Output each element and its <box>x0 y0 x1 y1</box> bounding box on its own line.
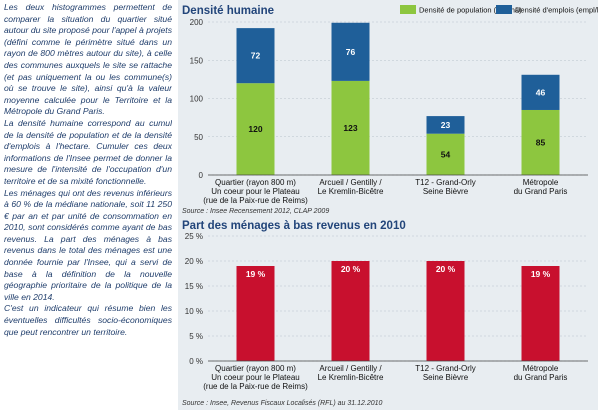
chart1-label-population-2: 123 <box>343 123 357 133</box>
chart2-bar-2 <box>331 261 370 361</box>
chart2-category-label: Quartier (rayon 800 m) <box>215 364 296 373</box>
chart2-y-tick: 20 % <box>185 257 203 266</box>
chart1-y-tick: 150 <box>190 56 204 65</box>
chart1-category-label: T12 - Grand-Orly <box>415 178 475 187</box>
chart2-category-label: Métropole <box>523 364 559 373</box>
chart1-title: Densité humaine <box>182 5 274 17</box>
chart1-category-label: du Grand Paris <box>514 187 568 196</box>
paragraph-intro: Les deux histogrammes permettent de comp… <box>4 2 172 117</box>
chart2-y-tick: 25 % <box>185 232 203 241</box>
chart1-bar-population-1 <box>236 83 275 175</box>
chart1-category-label: Métropole <box>523 178 559 187</box>
chart1-y-tick: 200 <box>190 18 204 27</box>
chart1-bar-population-4 <box>521 109 560 175</box>
chart1-category-label: Arcueil / Gentilly / <box>319 178 382 187</box>
chart2-value-label-3: 20 % <box>436 264 456 274</box>
chart1-source: Source : Insee Recensement 2012, CLAP 20… <box>182 208 329 215</box>
chart1-bar-emplois-4 <box>521 74 560 110</box>
chart1-label-emplois-1: 72 <box>251 51 261 61</box>
chart1-y-tick: 100 <box>190 95 204 104</box>
chart1-y-tick: 0 <box>199 171 204 180</box>
chart1-label-population-3: 54 <box>441 149 451 159</box>
chart2-bar-3 <box>426 261 465 361</box>
legend-label-1: Densité de population (hab/ha) <box>419 6 522 15</box>
chart2-category-label: Seine Bièvre <box>423 373 469 382</box>
chart1-bar-population-2 <box>331 80 370 175</box>
chart2-value-label-1: 19 % <box>246 269 266 279</box>
chart1-category-label: Le Kremlin-Bicêtre <box>318 187 384 196</box>
chart2-category-label: (rue de la Paix-rue de Reims) <box>203 382 308 391</box>
chart1-category-label: (rue de la Paix-rue de Reims) <box>203 196 308 205</box>
chart1-bar-emplois-3 <box>426 116 465 134</box>
chart1-label-emplois-3: 23 <box>441 120 451 130</box>
chart1-bar-population-3 <box>426 133 465 175</box>
chart1-label-population-4: 85 <box>536 137 546 147</box>
chart1-category-label: Quartier (rayon 800 m) <box>215 178 296 187</box>
paragraph-menages: Les ménages qui ont des revenus inférieu… <box>4 187 172 302</box>
chart2-category-label: Un coeur pour le Plateau <box>211 373 300 382</box>
legend-swatch-2 <box>496 5 512 14</box>
paragraph-densite: La densité humaine correspond au cumul d… <box>4 117 172 186</box>
legend-label-2: Densité d'emplois (empl/ha) <box>515 6 598 15</box>
chart1-label-emplois-2: 76 <box>346 47 356 57</box>
charts-panel: Densité humaine Densité de population (ha… <box>178 0 598 410</box>
chart2-y-tick: 10 % <box>185 307 203 316</box>
legend-swatch-1 <box>400 5 416 14</box>
chart2-y-tick: 15 % <box>185 282 203 291</box>
explanatory-text: Les deux histogrammes permettent de comp… <box>4 2 172 408</box>
chart2-bar-4 <box>521 266 560 361</box>
chart1-category-label: Seine Bièvre <box>423 187 469 196</box>
chart2-category-label: T12 - Grand-Orly <box>415 364 475 373</box>
chart1-y-tick: 50 <box>194 133 203 142</box>
paragraph-indicateur: C'est un indicateur qui résume bien les … <box>4 303 172 337</box>
chart2-value-label-2: 20 % <box>341 264 361 274</box>
chart1-bar-emplois-2 <box>331 22 370 81</box>
chart2-source: Source : Insee, Revenus Fiscaux Localisé… <box>182 400 382 407</box>
chart2-category-label: du Grand Paris <box>514 373 568 382</box>
chart2-y-tick: 0 % <box>189 357 203 366</box>
chart1-label-emplois-4: 46 <box>536 87 546 97</box>
chart2-y-tick: 5 % <box>189 332 203 341</box>
chart2-bar-1 <box>236 266 275 361</box>
chart2-value-label-4: 19 % <box>531 269 551 279</box>
chart2-title: Part des ménages à bas revenus en 2010 <box>182 220 406 232</box>
chart1-label-population-1: 120 <box>248 124 262 134</box>
chart2-category-label: Le Kremlin-Bicêtre <box>318 373 384 382</box>
chart1-bar-emplois-1 <box>236 28 275 84</box>
chart2-category-label: Arcueil / Gentilly / <box>319 364 382 373</box>
chart1-category-label: Un coeur pour le Plateau <box>211 187 300 196</box>
charts-svg: Densité humaine Densité de population (ha… <box>182 5 598 407</box>
